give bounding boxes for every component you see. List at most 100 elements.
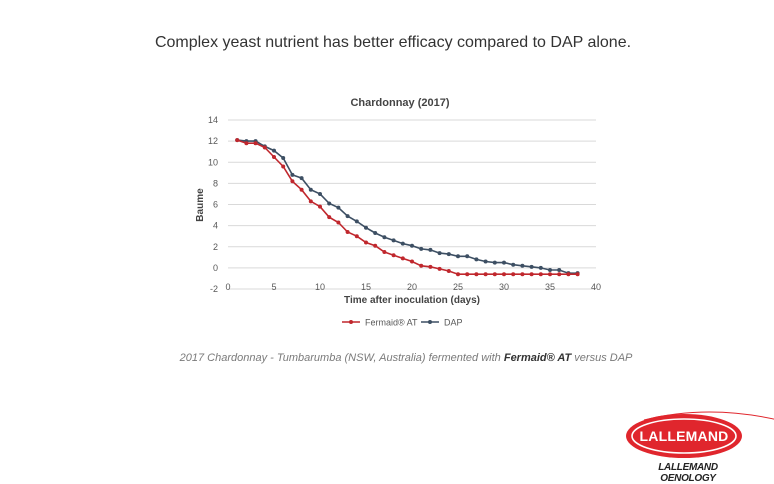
data-point: [465, 254, 470, 259]
lallemand-oval-icon: LALLEMAND: [626, 411, 774, 458]
data-point: [511, 272, 516, 277]
data-point: [428, 264, 433, 269]
data-point: [446, 252, 451, 257]
x-tick-label: 20: [407, 282, 417, 292]
data-point: [253, 141, 258, 146]
data-point: [419, 246, 424, 251]
x-tick-label: 5: [271, 282, 276, 292]
x-tick-labels: 0 5 10 15 20 25 30 35 40: [225, 282, 601, 292]
data-point: [446, 269, 451, 274]
y-tick-label: 10: [208, 157, 218, 167]
data-point: [318, 191, 322, 196]
data-point: [419, 263, 424, 268]
data-point: [492, 260, 497, 265]
data-point: [382, 235, 387, 240]
data-point: [502, 272, 506, 277]
y-tick-label: 2: [213, 242, 218, 252]
y-tick-label: 8: [213, 178, 218, 188]
data-point: [502, 260, 506, 265]
data-point: [290, 179, 295, 184]
data-point: [529, 264, 534, 269]
data-point: [364, 225, 368, 230]
logo-subtitle: LALLEMAND OENOLOGY: [658, 462, 718, 484]
data-point: [308, 187, 313, 192]
chart-title: Chardonnay (2017): [350, 97, 449, 109]
data-point: [327, 201, 332, 206]
data-point: [520, 272, 525, 277]
data-point: [474, 257, 479, 262]
y-tick-label: 0: [213, 263, 218, 273]
data-point: [235, 138, 240, 143]
data-point: [272, 148, 276, 153]
data-point: [456, 272, 460, 277]
data-point: [299, 176, 304, 181]
x-tick-label: 25: [453, 282, 463, 292]
x-tick-label: 35: [545, 282, 555, 292]
data-point: [575, 272, 580, 277]
data-point: [345, 229, 350, 234]
y-tick-label: -2: [210, 284, 218, 294]
data-point: [492, 272, 497, 277]
data-point: [391, 253, 396, 258]
data-point: [354, 219, 359, 224]
data-point: [400, 241, 405, 246]
data-point: [557, 267, 562, 272]
data-point: [281, 164, 286, 169]
caption-suffix: versus DAP: [571, 352, 633, 364]
data-point: [336, 220, 341, 225]
data-point: [557, 272, 562, 277]
data-point: [373, 243, 378, 248]
data-point: [281, 156, 286, 161]
data-point: [548, 267, 552, 272]
data-point: [538, 265, 543, 270]
data-point: [327, 215, 332, 220]
x-axis-label: Time after inoculation (days): [344, 295, 480, 306]
data-point: [456, 254, 460, 259]
page-headline: Complex yeast nutrient has better effica…: [154, 34, 632, 51]
data-point: [272, 154, 276, 159]
chart-gridlines: [228, 119, 596, 290]
data-point: [566, 272, 571, 277]
x-tick-label: 30: [499, 282, 509, 292]
y-tick-label: 12: [208, 136, 218, 146]
data-point: [483, 272, 488, 277]
data-point: [548, 272, 552, 277]
data-point: [437, 266, 442, 271]
data-point: [308, 199, 313, 204]
y-tick-label: 6: [213, 200, 218, 210]
data-point: [465, 272, 470, 277]
data-point: [345, 214, 350, 219]
data-point: [364, 240, 368, 245]
y-tick-label: 4: [213, 221, 218, 231]
legend-swatch-marker: [349, 320, 353, 324]
x-tick-label: 10: [315, 282, 325, 292]
data-point: [262, 145, 267, 150]
data-point: [410, 259, 414, 264]
chardonnay-line-chart: Chardonnay (2017) -2 0 2 4 6 8 10 12 14 0 5 10 15 20…: [195, 97, 601, 328]
data-point: [538, 272, 543, 277]
data-point: [474, 272, 479, 277]
data-point: [336, 205, 341, 210]
y-tick-label: 14: [208, 115, 218, 125]
logo-wordmark: LALLEMAND: [640, 428, 729, 444]
data-point: [391, 238, 396, 243]
data-point: [382, 250, 387, 255]
data-point: [299, 187, 304, 192]
chart-series: [235, 138, 580, 277]
data-point: [529, 272, 534, 277]
data-point: [410, 243, 414, 248]
data-point: [244, 141, 249, 146]
data-point: [318, 204, 322, 209]
series-line-0: [236, 139, 578, 276]
legend-label: DAP: [444, 318, 463, 328]
x-tick-label: 40: [591, 282, 601, 292]
data-point: [437, 251, 442, 256]
caption-product: Fermaid® AT: [503, 352, 572, 364]
legend-label: Fermaid® AT: [365, 318, 418, 328]
data-point: [290, 172, 295, 177]
y-axis-label: Baume: [195, 188, 206, 222]
data-point: [428, 247, 433, 252]
data-point: [511, 262, 516, 267]
data-point: [354, 234, 359, 239]
caption-prefix: 2017 Chardonnay - Tumbarumba (NSW, Austr…: [179, 352, 504, 364]
